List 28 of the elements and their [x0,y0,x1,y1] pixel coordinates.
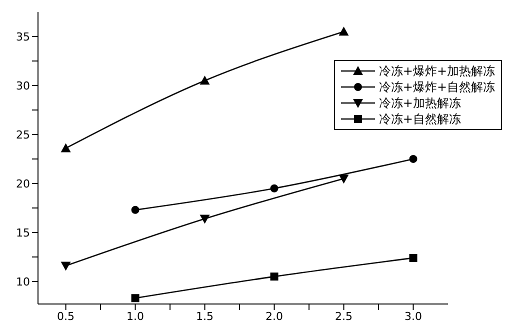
y-tick-label: 25 [16,128,30,142]
point [131,294,140,302]
x-tick-label: 2.5 [335,310,353,323]
x-tick-label: 2.0 [266,310,284,323]
x-tick-label: 0.5 [57,310,75,323]
point [200,76,210,85]
y-tick-label: 30 [16,79,30,92]
point [270,272,278,281]
y-tick-label: 10 [16,275,30,288]
legend-label: 冷冻+自然解冻 [378,110,461,128]
point [409,154,418,163]
legend-label: 冷冻+加热解冻 [378,94,461,112]
x-tick-label: 1.5 [196,310,214,323]
point [200,214,210,224]
point [270,184,278,192]
legend-label: 冷冻+爆炸+自然解冻 [378,78,495,96]
point [338,174,349,184]
point [338,26,349,36]
point [131,206,140,214]
y-tick-label: 20 [16,177,30,190]
point [60,143,71,152]
legend-label: 冷冻+爆炸+加热解冻 [378,62,495,80]
x-tick-label: 1.0 [126,310,144,323]
point [60,262,71,271]
y-tick-label: 35 [16,30,30,44]
y-tick-label: 15 [16,226,30,240]
point [409,254,418,262]
x-tick-label: 3.0 [404,310,422,323]
